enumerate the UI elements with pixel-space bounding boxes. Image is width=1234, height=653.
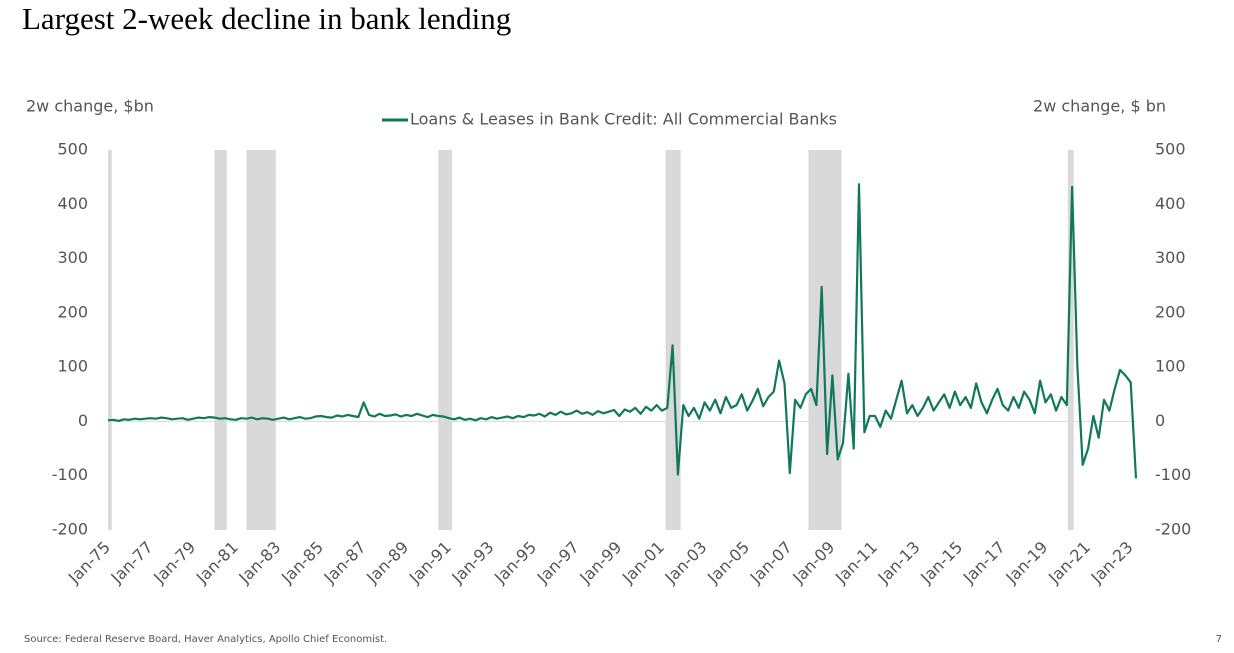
x-tick-label: Jan-99	[575, 538, 625, 588]
y2-tick-label: -200	[1155, 520, 1191, 539]
y-tick-label: 400	[57, 194, 88, 213]
y-tick-label: 500	[57, 140, 88, 159]
x-tick-label: Jan-81	[192, 538, 242, 588]
x-tick-label: Jan-09	[788, 538, 838, 588]
x-tick-label: Jan-13	[874, 538, 924, 588]
page-number: 7	[1216, 634, 1222, 645]
x-tick-label: Jan-97	[533, 538, 583, 588]
x-tick-label: Jan-95	[490, 538, 540, 588]
x-tick-label: Jan-85	[277, 538, 327, 588]
source-note: Source: Federal Reserve Board, Haver Ana…	[24, 634, 387, 645]
x-tick-label: Jan-87	[320, 538, 370, 588]
x-tick-label: Jan-83	[234, 538, 284, 588]
chart-title: Largest 2-week decline in bank lending	[22, 1, 511, 36]
y2-axis-label: 2w change, $ bn	[1033, 97, 1166, 116]
legend-label: Loans & Leases in Bank Credit: All Comme…	[410, 110, 837, 129]
x-tick-label: Jan-15	[916, 538, 966, 588]
x-tick-label: Jan-17	[959, 538, 1009, 588]
x-tick-label: Jan-11	[831, 538, 881, 588]
y2-tick-label: 500	[1155, 140, 1186, 159]
x-tick-label: Jan-23	[1087, 538, 1137, 588]
x-tick-label: Jan-07	[746, 538, 796, 588]
x-tick-label: Jan-05	[703, 538, 753, 588]
y-tick-label: 300	[57, 248, 88, 267]
y2-tick-label: 100	[1155, 357, 1186, 376]
shaded-period	[108, 150, 112, 530]
x-tick-label: Jan-93	[447, 538, 497, 588]
shaded-period	[438, 150, 453, 530]
y-tick-label: -200	[52, 520, 88, 539]
y2-tick-label: 300	[1155, 248, 1186, 267]
x-tick-label: Jan-19	[1001, 538, 1051, 588]
x-tick-label: Jan-77	[107, 538, 157, 588]
y-tick-label: 0	[78, 411, 88, 430]
shaded-period	[808, 150, 842, 530]
x-tick-label: Jan-89	[362, 538, 412, 588]
y-tick-label: -100	[52, 465, 88, 484]
shaded-period	[214, 150, 227, 530]
y2-tick-label: 400	[1155, 194, 1186, 213]
shaded-period	[246, 150, 276, 530]
y-tick-label: 200	[57, 302, 88, 321]
shaded-period	[1067, 150, 1074, 530]
y2-tick-label: -100	[1155, 465, 1191, 484]
line-series	[107, 183, 1138, 479]
x-tick-label: Jan-01	[618, 538, 668, 588]
x-tick-label: Jan-75	[64, 538, 114, 588]
y-axis-label: 2w change, $bn	[26, 97, 154, 116]
x-tick-label: Jan-03	[661, 538, 711, 588]
x-tick-label: Jan-79	[149, 538, 199, 588]
y2-tick-label: 0	[1155, 411, 1165, 430]
y-tick-label: 100	[57, 357, 88, 376]
y2-tick-label: 200	[1155, 302, 1186, 321]
x-tick-label: Jan-21	[1044, 538, 1094, 588]
x-tick-label: Jan-91	[405, 538, 455, 588]
